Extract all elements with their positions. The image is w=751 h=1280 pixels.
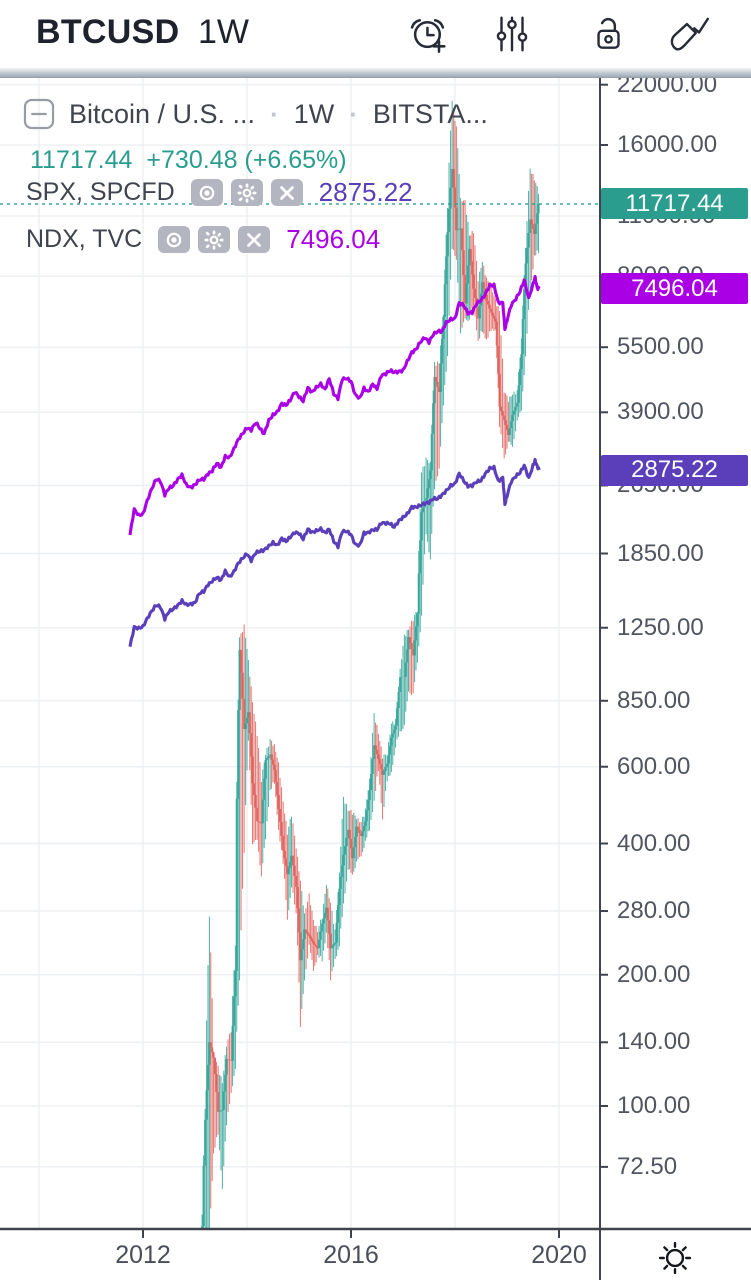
series-title[interactable]: Bitcoin / U.S. ... xyxy=(69,98,256,129)
price-change: +730.48 (+6.65%) xyxy=(146,146,347,174)
spx-line xyxy=(128,457,541,647)
remove-button-spx[interactable] xyxy=(270,179,303,206)
top-toolbar: BTCUSD 1W xyxy=(0,0,751,68)
eye-circle-icon xyxy=(166,232,182,247)
overlay-label-ndx[interactable]: NDX, TVC xyxy=(26,225,143,253)
separator-dot: · xyxy=(349,98,358,129)
series-exchange[interactable]: BITSTA... xyxy=(372,98,488,129)
indicators-button[interactable] xyxy=(487,10,537,58)
collapse-legend-button[interactable] xyxy=(22,97,56,131)
gridlines xyxy=(0,76,600,1229)
price-readout: 11717.44 +730.48 (+6.65%) xyxy=(30,146,347,175)
draw-check-icon xyxy=(670,17,710,51)
overlay-value-spx: 2875.22 xyxy=(318,177,413,207)
overlay-row-spx: SPX, SPCFD 2875.22 xyxy=(26,177,413,208)
visibility-toggle-button-spx[interactable] xyxy=(190,179,223,206)
close-icon xyxy=(247,232,262,247)
toolbar-shadow-divider xyxy=(0,68,751,78)
ndx-line xyxy=(128,274,541,536)
eye-circle-icon xyxy=(199,185,214,200)
settings-button-ndx[interactable] xyxy=(198,226,231,253)
last-price: 11717.44 xyxy=(30,146,133,174)
series-interval[interactable]: 1W xyxy=(293,98,335,129)
btc-candles xyxy=(200,100,540,1229)
overlay-label-spx[interactable]: SPX, SPCFD xyxy=(26,178,175,206)
symbol-title[interactable]: BTCUSD xyxy=(36,13,180,51)
settings-button-spx[interactable] xyxy=(230,179,263,206)
main-series-legend: Bitcoin / U.S. ... · 1W · BITSTA... xyxy=(22,97,488,131)
visibility-toggle-button-ndx[interactable] xyxy=(158,226,191,253)
separator-dot: · xyxy=(270,98,279,129)
gear-icon xyxy=(204,229,224,250)
add-alert-button[interactable] xyxy=(403,10,453,58)
alarm-plus-icon xyxy=(410,18,446,53)
lock-drawings-button[interactable] xyxy=(583,10,633,58)
theme-toggle-button[interactable] xyxy=(648,1235,702,1280)
overlay-row-ndx: NDX, TVC 7496.04 xyxy=(26,224,380,255)
remove-button-ndx[interactable] xyxy=(238,226,271,253)
overlay-value-ndx: 7496.04 xyxy=(286,224,381,254)
sun-icon xyxy=(658,1241,692,1274)
close-icon xyxy=(279,185,294,200)
interval-selector[interactable]: 1W xyxy=(198,13,249,51)
sliders-icon xyxy=(496,16,528,52)
gear-icon xyxy=(237,182,257,203)
unlock-icon xyxy=(597,17,620,49)
drawing-tools-button[interactable] xyxy=(663,10,713,58)
